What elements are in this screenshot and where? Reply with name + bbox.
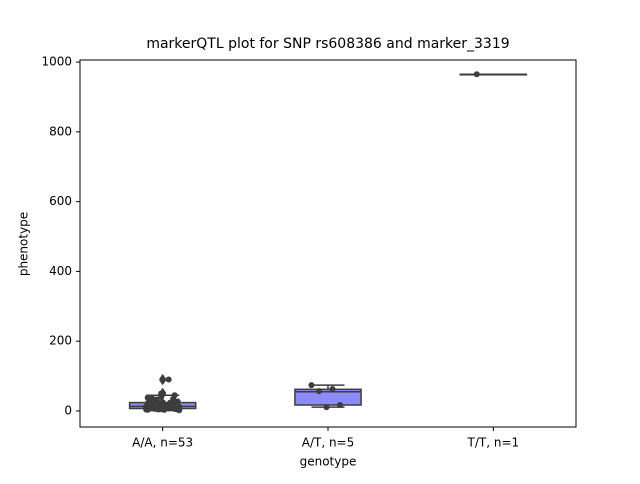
point	[144, 394, 151, 401]
x-tick-label: T/T, n=1	[467, 436, 520, 450]
point	[165, 376, 172, 383]
point	[164, 404, 171, 411]
y-axis-label: phenotype	[17, 212, 31, 276]
chart-title: markerQTL plot for SNP rs608386 and mark…	[146, 36, 509, 52]
y-tick-label: 200	[49, 334, 72, 348]
point	[174, 398, 181, 405]
x-tick-label: A/A, n=53	[132, 436, 193, 450]
x-axis-label: genotype	[300, 455, 357, 469]
point	[171, 392, 178, 399]
point	[308, 382, 315, 389]
point	[315, 388, 322, 395]
point	[323, 404, 330, 411]
y-tick-label: 0	[64, 403, 72, 417]
outlier	[159, 373, 167, 384]
point	[473, 71, 480, 78]
point	[337, 402, 344, 409]
plot-frame	[79, 59, 577, 428]
point	[176, 403, 183, 410]
point	[149, 395, 156, 402]
point	[156, 400, 163, 407]
point	[171, 405, 178, 412]
point	[143, 406, 150, 413]
x-tick-label: A/T, n=5	[302, 436, 355, 450]
y-tick-label: 800	[49, 124, 72, 138]
y-tick-label: 400	[49, 264, 72, 278]
y-tick-label: 1000	[41, 55, 72, 69]
y-tick-label: 600	[49, 194, 72, 208]
point	[150, 403, 157, 410]
point	[329, 385, 336, 392]
point	[158, 390, 165, 397]
